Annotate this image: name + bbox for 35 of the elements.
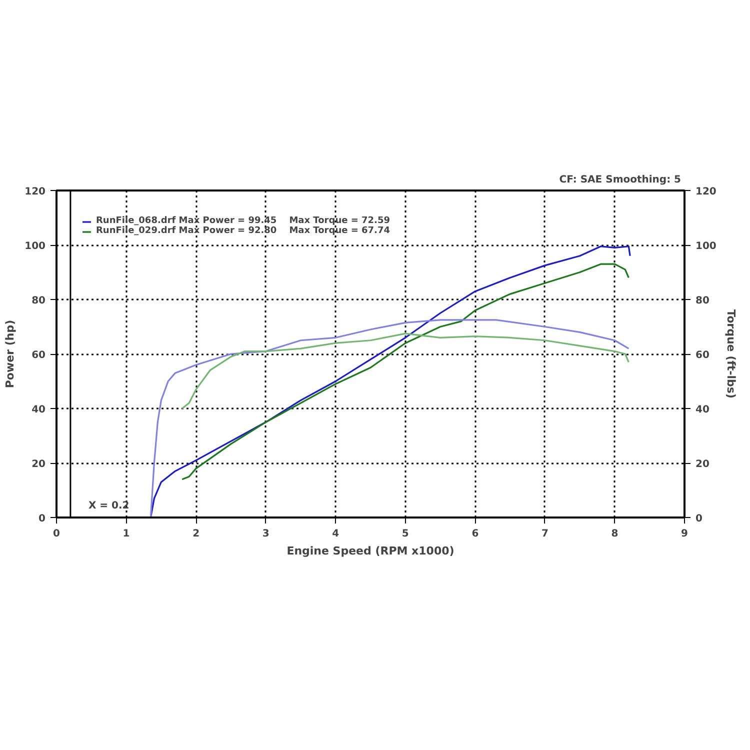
legend-label: RunFile_029.drf Max Power = 92.80 Max Torque = 67.74 (96, 226, 390, 236)
text: CF: SAE Smoothing: 5 (559, 174, 682, 186)
x-tick-label: 2 (192, 528, 200, 540)
legend-label: RunFile_068.drf Max Power = 99.45 Max Torque = 72.59 (96, 216, 390, 226)
x-tick-label: 5 (402, 528, 409, 540)
y-tick-label: 20 (32, 459, 46, 470)
y2-tick-label: 120 (696, 186, 716, 198)
y-tick-label: 120 (24, 186, 46, 198)
y2-tick-label: 0 (696, 514, 702, 524)
x-tick-label: 7 (541, 528, 548, 540)
x-axis-title: Engine Speed (RPM x1000) (286, 544, 454, 558)
y-tick-label: 100 (24, 241, 46, 252)
y2-tick-label: 20 (696, 459, 710, 470)
line-series (150, 246, 631, 518)
x-tick-label: 3 (262, 528, 270, 540)
y-tick-label: 40 (32, 404, 46, 416)
y-axis-title: Power (hp) (4, 320, 17, 388)
line-series (181, 332, 630, 410)
y2-axis-title: Torque (ft-lbs) (724, 310, 738, 398)
ref-line-label: X = 0.2 (88, 500, 130, 512)
x-tick-label: 0 (53, 528, 60, 540)
x-tick-label: 1 (122, 528, 130, 540)
y2-tick-label: 60 (696, 350, 710, 361)
x-tick-label: 4 (332, 528, 340, 540)
y2-tick-label: 40 (696, 404, 710, 416)
y2-tick-label: 80 (696, 296, 710, 306)
x-tick-label: 8 (611, 528, 618, 540)
line-series (150, 319, 630, 518)
y-tick-label: 0 (38, 514, 46, 524)
y-tick-label: 80 (32, 296, 46, 306)
line-series (181, 263, 630, 480)
y2-tick-label: 100 (696, 241, 716, 252)
y-tick-label: 60 (32, 350, 46, 361)
x-tick-label: 9 (681, 528, 688, 540)
x-tick-label: 6 (472, 528, 479, 540)
